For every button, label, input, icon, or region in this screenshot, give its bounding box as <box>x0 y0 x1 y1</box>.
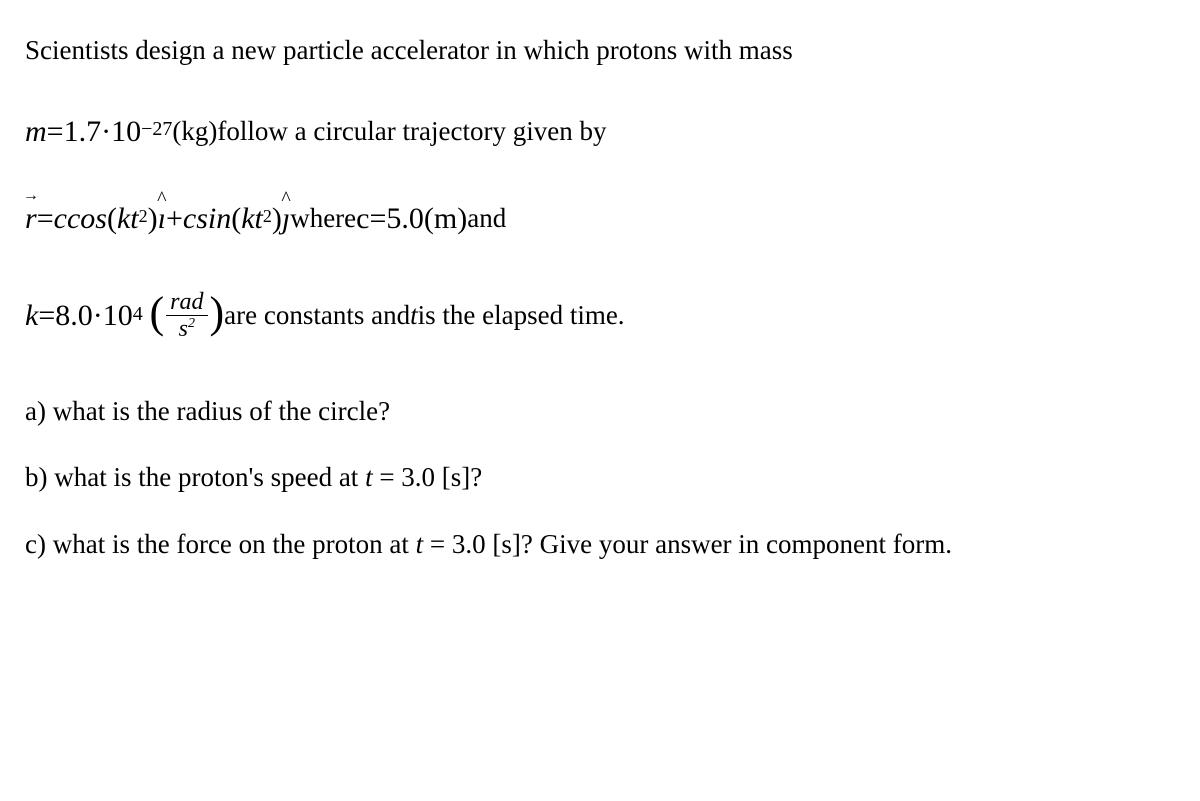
i-hat: ı <box>158 196 166 241</box>
k-exponent: 4 <box>133 299 143 329</box>
mass-dot: · <box>101 109 111 154</box>
qc-eq: = 3.0 [s]? Give your answer in component… <box>423 529 952 559</box>
c-var: c <box>356 196 369 241</box>
qc-text: what is the force on the proton at <box>53 529 416 559</box>
intro-text: Scientists design a new particle acceler… <box>25 30 1175 71</box>
traj-sin-open: ( <box>231 196 241 241</box>
frac-num: rad <box>166 289 207 316</box>
traj-c1: c <box>54 196 67 241</box>
mass-equation-line: m = 1.7 · 10 −27 (kg) follow a circular … <box>25 109 1175 154</box>
traj-equals: = <box>37 196 54 241</box>
mass-rest: follow a circular trajectory given by <box>217 111 606 152</box>
traj-kt2: kt <box>241 196 263 241</box>
frac-den: s2 <box>166 316 207 342</box>
c-unit: (m) <box>424 196 467 241</box>
k-coeff: 8.0 <box>55 293 93 338</box>
traj-cos: cos <box>67 196 107 241</box>
mass-unit: (kg) <box>172 111 217 152</box>
mass-var: m <box>25 109 47 154</box>
question-c: c) what is the force on the proton at t … <box>25 524 1175 565</box>
k-var: k <box>25 293 38 338</box>
traj-kt1: kt <box>117 196 139 241</box>
question-b: b) what is the proton's speed at t = 3.0… <box>25 457 1175 498</box>
qb-eq: = 3.0 [s]? <box>373 462 483 492</box>
k-base: 10 <box>103 293 133 338</box>
k-t-var: t <box>410 295 418 336</box>
trajectory-equation-line: r = ccos(kt2)ı + csin(kt2)ȷ where c = 5.… <box>25 196 1175 241</box>
k-fraction: rad s2 <box>166 289 207 343</box>
c-value: 5.0 <box>386 196 424 241</box>
c-equals: = <box>370 196 387 241</box>
traj-plus: + <box>166 196 183 241</box>
qb-label: b) <box>25 462 54 492</box>
mass-exponent: −27 <box>141 114 172 144</box>
qb-text: what is the proton's speed at <box>54 462 365 492</box>
mass-coeff: 1.7 <box>64 109 102 154</box>
k-equals: = <box>38 293 55 338</box>
qc-label: c) <box>25 529 53 559</box>
r-vector: r <box>25 196 37 241</box>
traj-c2: c <box>183 196 196 241</box>
k-rparen: ) <box>210 280 225 346</box>
traj-and: and <box>467 198 506 239</box>
traj-where: where <box>290 198 356 239</box>
traj-sq2: 2 <box>263 203 272 230</box>
mass-base: 10 <box>111 109 141 154</box>
mass-equals: = <box>47 109 64 154</box>
j-hat: ȷ <box>282 196 290 241</box>
k-rest2: is the elapsed time. <box>418 295 625 336</box>
k-equation-line: k = 8.0 · 10 4 ( rad s2 ) are constants … <box>25 283 1175 349</box>
k-units-group <box>143 295 150 336</box>
k-lparen: ( <box>150 280 165 346</box>
question-a: a) what is the radius of the circle? <box>25 391 1175 432</box>
traj-cos-open: ( <box>107 196 117 241</box>
qa-text: what is the radius of the circle? <box>53 396 390 426</box>
traj-sin: sin <box>196 196 231 241</box>
k-dot: · <box>93 293 103 338</box>
qa-label: a) <box>25 396 53 426</box>
k-rest1: are constants and <box>224 295 410 336</box>
traj-sq1: 2 <box>139 203 148 230</box>
qb-t: t <box>365 462 373 492</box>
